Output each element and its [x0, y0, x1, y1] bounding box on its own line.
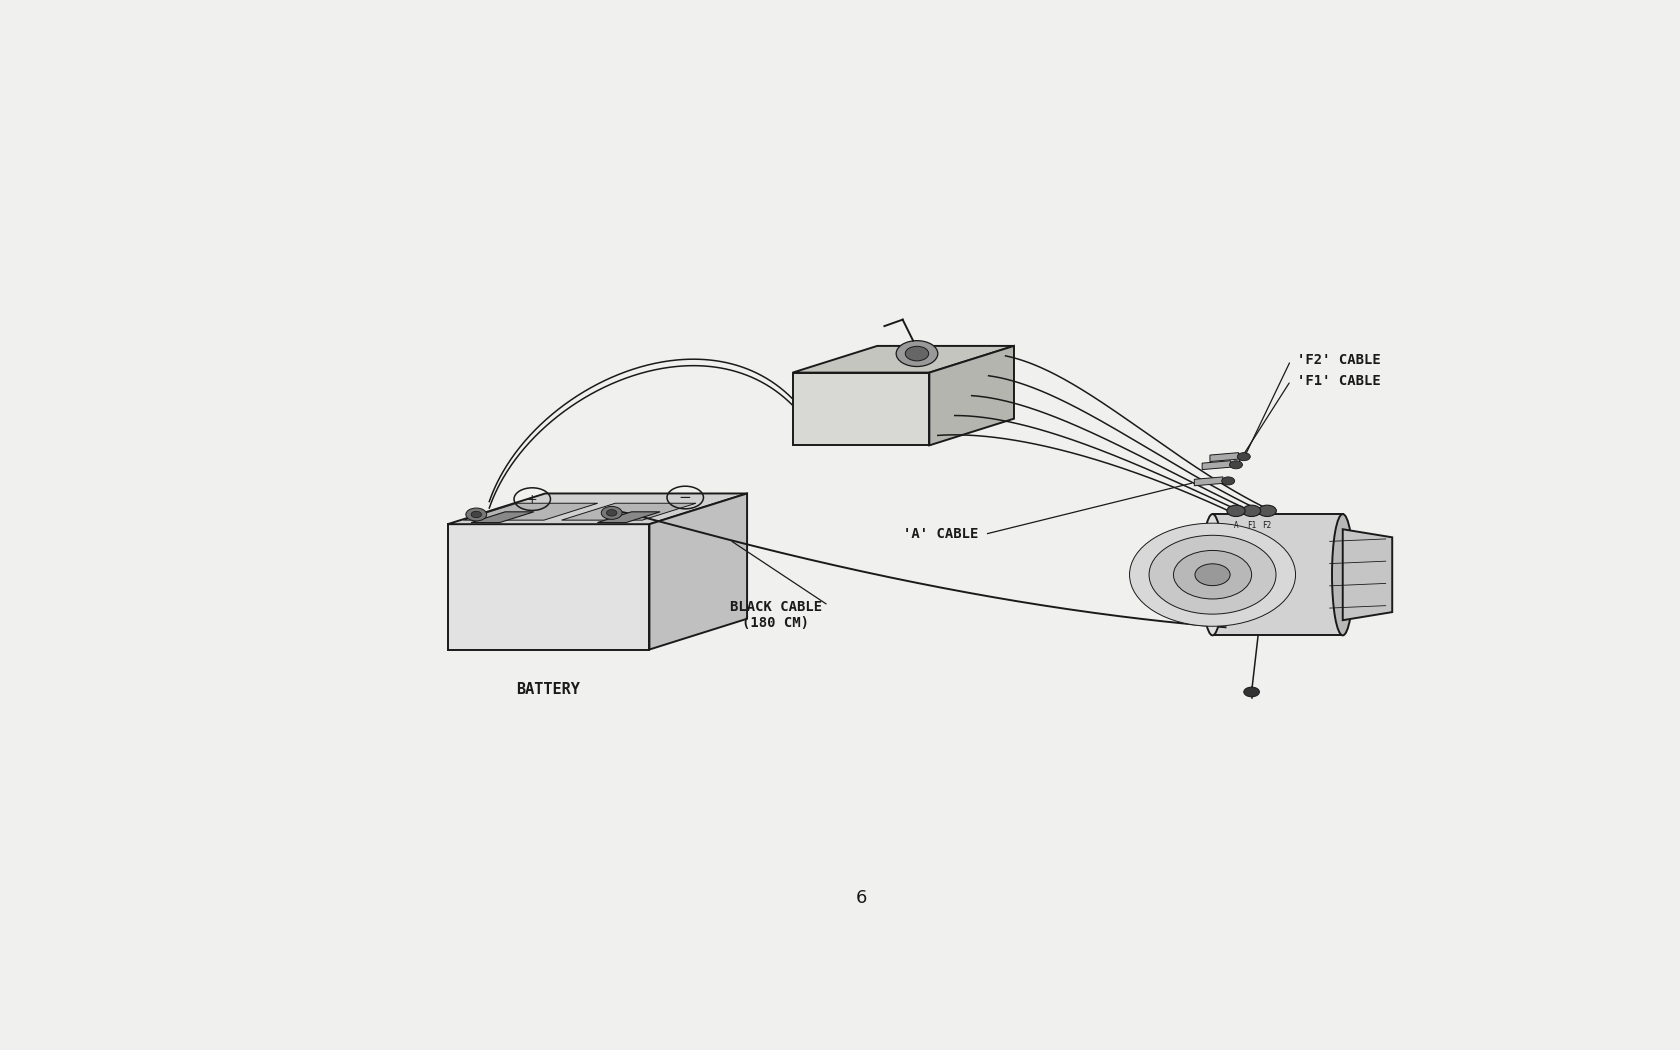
Circle shape — [895, 340, 937, 366]
Polygon shape — [1194, 477, 1223, 486]
Circle shape — [1174, 550, 1252, 598]
Polygon shape — [598, 511, 660, 523]
Text: 'F1' CABLE: 'F1' CABLE — [1297, 374, 1381, 387]
Circle shape — [465, 508, 487, 521]
Circle shape — [1236, 453, 1250, 461]
Circle shape — [1149, 536, 1277, 614]
Polygon shape — [793, 373, 929, 445]
Polygon shape — [650, 494, 748, 650]
Polygon shape — [470, 511, 534, 523]
Polygon shape — [929, 345, 1015, 445]
Polygon shape — [464, 503, 598, 520]
Circle shape — [1258, 505, 1277, 517]
Polygon shape — [1342, 529, 1393, 621]
Ellipse shape — [1201, 514, 1223, 635]
Circle shape — [601, 506, 622, 520]
Circle shape — [606, 509, 617, 517]
Circle shape — [1226, 505, 1245, 517]
Text: F2: F2 — [1263, 522, 1272, 530]
Polygon shape — [447, 494, 748, 524]
Polygon shape — [1213, 514, 1342, 635]
Polygon shape — [561, 503, 696, 520]
Circle shape — [1129, 523, 1295, 626]
Text: 'A' CABLE: 'A' CABLE — [902, 527, 978, 542]
Circle shape — [1243, 687, 1260, 697]
Circle shape — [1194, 564, 1230, 586]
Text: +: + — [528, 492, 538, 506]
Text: 'F2' CABLE: 'F2' CABLE — [1297, 354, 1381, 368]
Circle shape — [1243, 505, 1260, 517]
Text: −: − — [679, 490, 692, 505]
Polygon shape — [1203, 461, 1231, 469]
Polygon shape — [447, 524, 650, 650]
Text: A: A — [1233, 522, 1238, 530]
Polygon shape — [1210, 453, 1238, 462]
Text: BLACK CABLE
(180 CM): BLACK CABLE (180 CM) — [729, 600, 822, 630]
Text: 6: 6 — [855, 889, 867, 907]
Text: BATTERY: BATTERY — [516, 681, 581, 697]
Circle shape — [1221, 477, 1235, 485]
Polygon shape — [793, 345, 1015, 373]
Circle shape — [906, 346, 929, 361]
Ellipse shape — [1332, 514, 1354, 635]
Text: F1: F1 — [1247, 522, 1257, 530]
Circle shape — [1230, 461, 1243, 468]
Circle shape — [470, 511, 482, 518]
